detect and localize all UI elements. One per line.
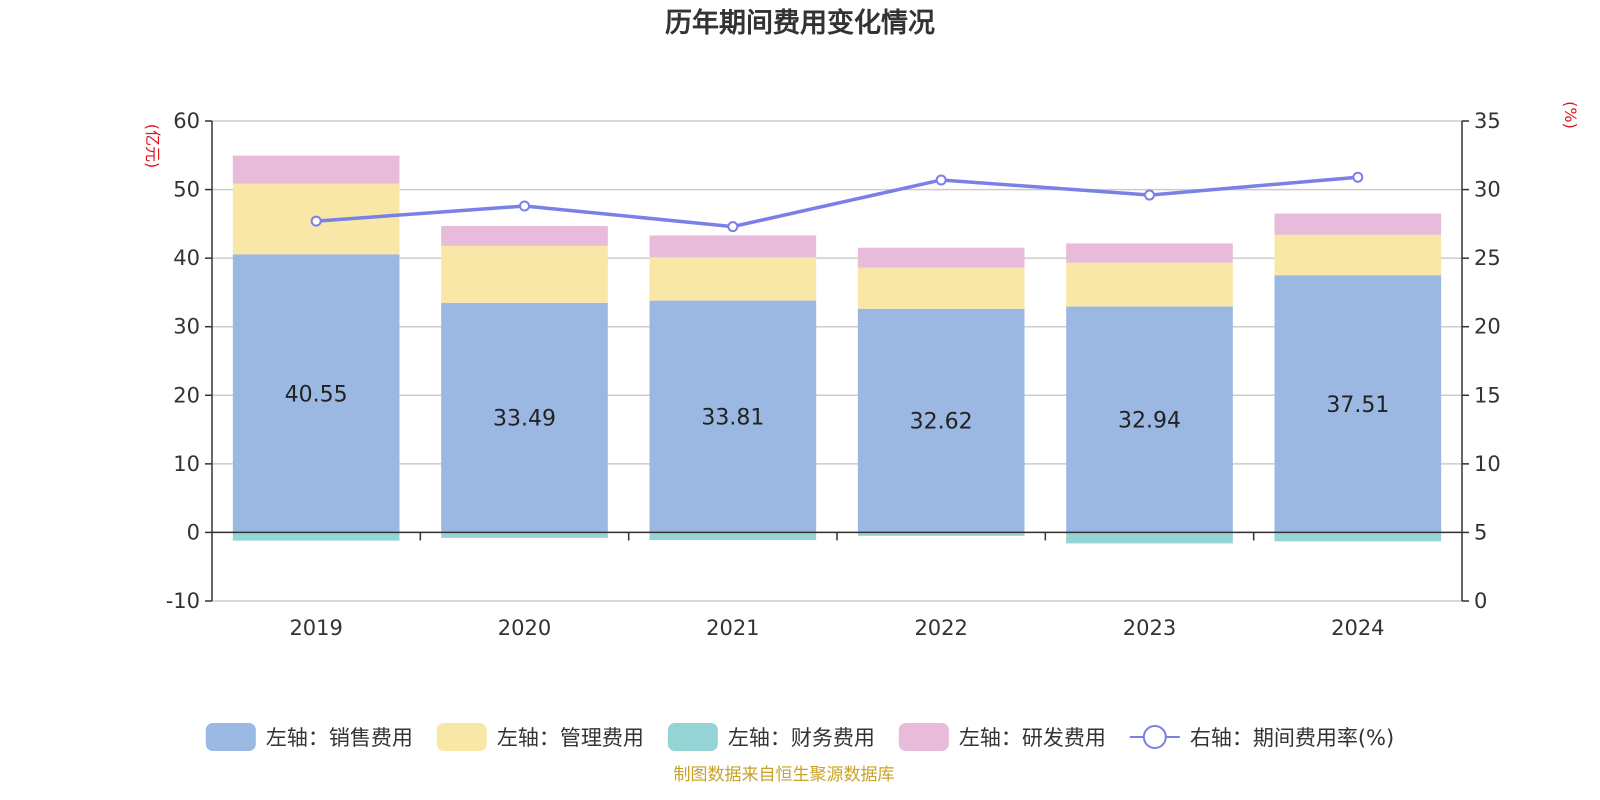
bar-segment [857, 532, 1025, 536]
right-tick-label: 20 [1474, 315, 1501, 339]
bar-value-label: 33.81 [701, 406, 764, 431]
bar-segment [1066, 532, 1233, 544]
legend-label: 左轴：研发费用 [959, 726, 1106, 750]
right-tick-label: 35 [1474, 109, 1501, 133]
legend-label: 左轴：财务费用 [728, 726, 875, 750]
line-point [1352, 171, 1364, 183]
right-tick-label: 15 [1474, 383, 1501, 407]
left-tick-label: 0 [187, 520, 200, 544]
right-axis-unit: (%) [1561, 101, 1580, 129]
bar-segment [857, 308, 1025, 533]
left-tick-label: -10 [166, 589, 200, 613]
bar-segment [649, 532, 817, 540]
category-label: 2024 [1331, 616, 1384, 640]
line-point [1144, 189, 1155, 201]
bar-segment [1274, 213, 1442, 235]
left-tick-label: 30 [173, 315, 200, 339]
category-label: 2022 [914, 616, 967, 640]
legend: 左轴：销售费用 左轴：管理费用 左轴：财务费用 左轴：研发费用 右轴：期间费用率(%) [205, 723, 1394, 751]
bar-segment [441, 532, 608, 538]
bar-value-label: 32.94 [1118, 408, 1181, 433]
left-axis-unit: (亿元) [143, 124, 162, 169]
bar-segment [649, 235, 817, 258]
bar-segment [649, 300, 817, 533]
category-label: 2019 [289, 616, 342, 640]
legend-line-marker [1142, 725, 1167, 749]
bar-segment [441, 302, 608, 533]
right-tick-label: 0 [1474, 589, 1487, 613]
category-label: 2023 [1123, 616, 1176, 640]
category-label: 2020 [498, 616, 551, 640]
bar-segment [857, 247, 1025, 268]
bar-segment [1066, 306, 1233, 533]
right-tick-label: 30 [1474, 178, 1501, 202]
legend-swatch [436, 723, 487, 751]
bar-segment [1274, 532, 1442, 542]
bar-segment [649, 257, 817, 301]
right-tick-label: 25 [1474, 246, 1501, 270]
line-point [727, 221, 739, 233]
category-label: 2021 [706, 616, 759, 640]
line-point [935, 174, 947, 186]
bar-segment [232, 532, 400, 541]
bar-segment [1274, 275, 1442, 533]
bar-value-label: 40.55 [285, 382, 348, 407]
bar-value-label: 32.62 [910, 410, 973, 435]
legend-label: 左轴：销售费用 [266, 726, 413, 750]
bar-value-label: 33.49 [493, 407, 556, 432]
left-tick-label: 60 [173, 109, 200, 133]
left-tick-label: 50 [173, 178, 200, 202]
legend-label: 右轴：期间费用率(%) [1190, 726, 1394, 750]
bar-segment [1274, 234, 1442, 276]
line-point [310, 215, 322, 227]
source-note: 制图数据来自恒生聚源数据库 [674, 765, 895, 785]
legend-swatch [667, 723, 718, 751]
left-tick-label: 20 [173, 383, 200, 407]
right-tick-label: 10 [1474, 452, 1501, 476]
left-tick-label: 10 [173, 452, 200, 476]
bar-segment [1066, 243, 1233, 263]
line-point [519, 200, 530, 212]
left-tick-label: 40 [173, 246, 200, 270]
bar-segment [232, 254, 400, 533]
legend-swatch [205, 723, 256, 751]
line-series-layer [310, 171, 1364, 233]
bar-segment [1066, 262, 1233, 307]
legend-swatch [898, 723, 949, 751]
bar-segment [857, 267, 1025, 309]
data-label-layer: 40.55 33.49 33.81 32.62 32.94 37.51 [285, 382, 1390, 434]
legend-label: 左轴：管理费用 [497, 726, 644, 750]
right-tick-label: 5 [1474, 520, 1487, 544]
bar-segment [441, 245, 608, 303]
chart-title: 历年期间费用变化情况 [665, 7, 935, 39]
bar-segment [232, 155, 400, 184]
bar-value-label: 37.51 [1326, 393, 1389, 418]
bar-segment [441, 225, 608, 246]
line-series-path [316, 175, 1358, 229]
